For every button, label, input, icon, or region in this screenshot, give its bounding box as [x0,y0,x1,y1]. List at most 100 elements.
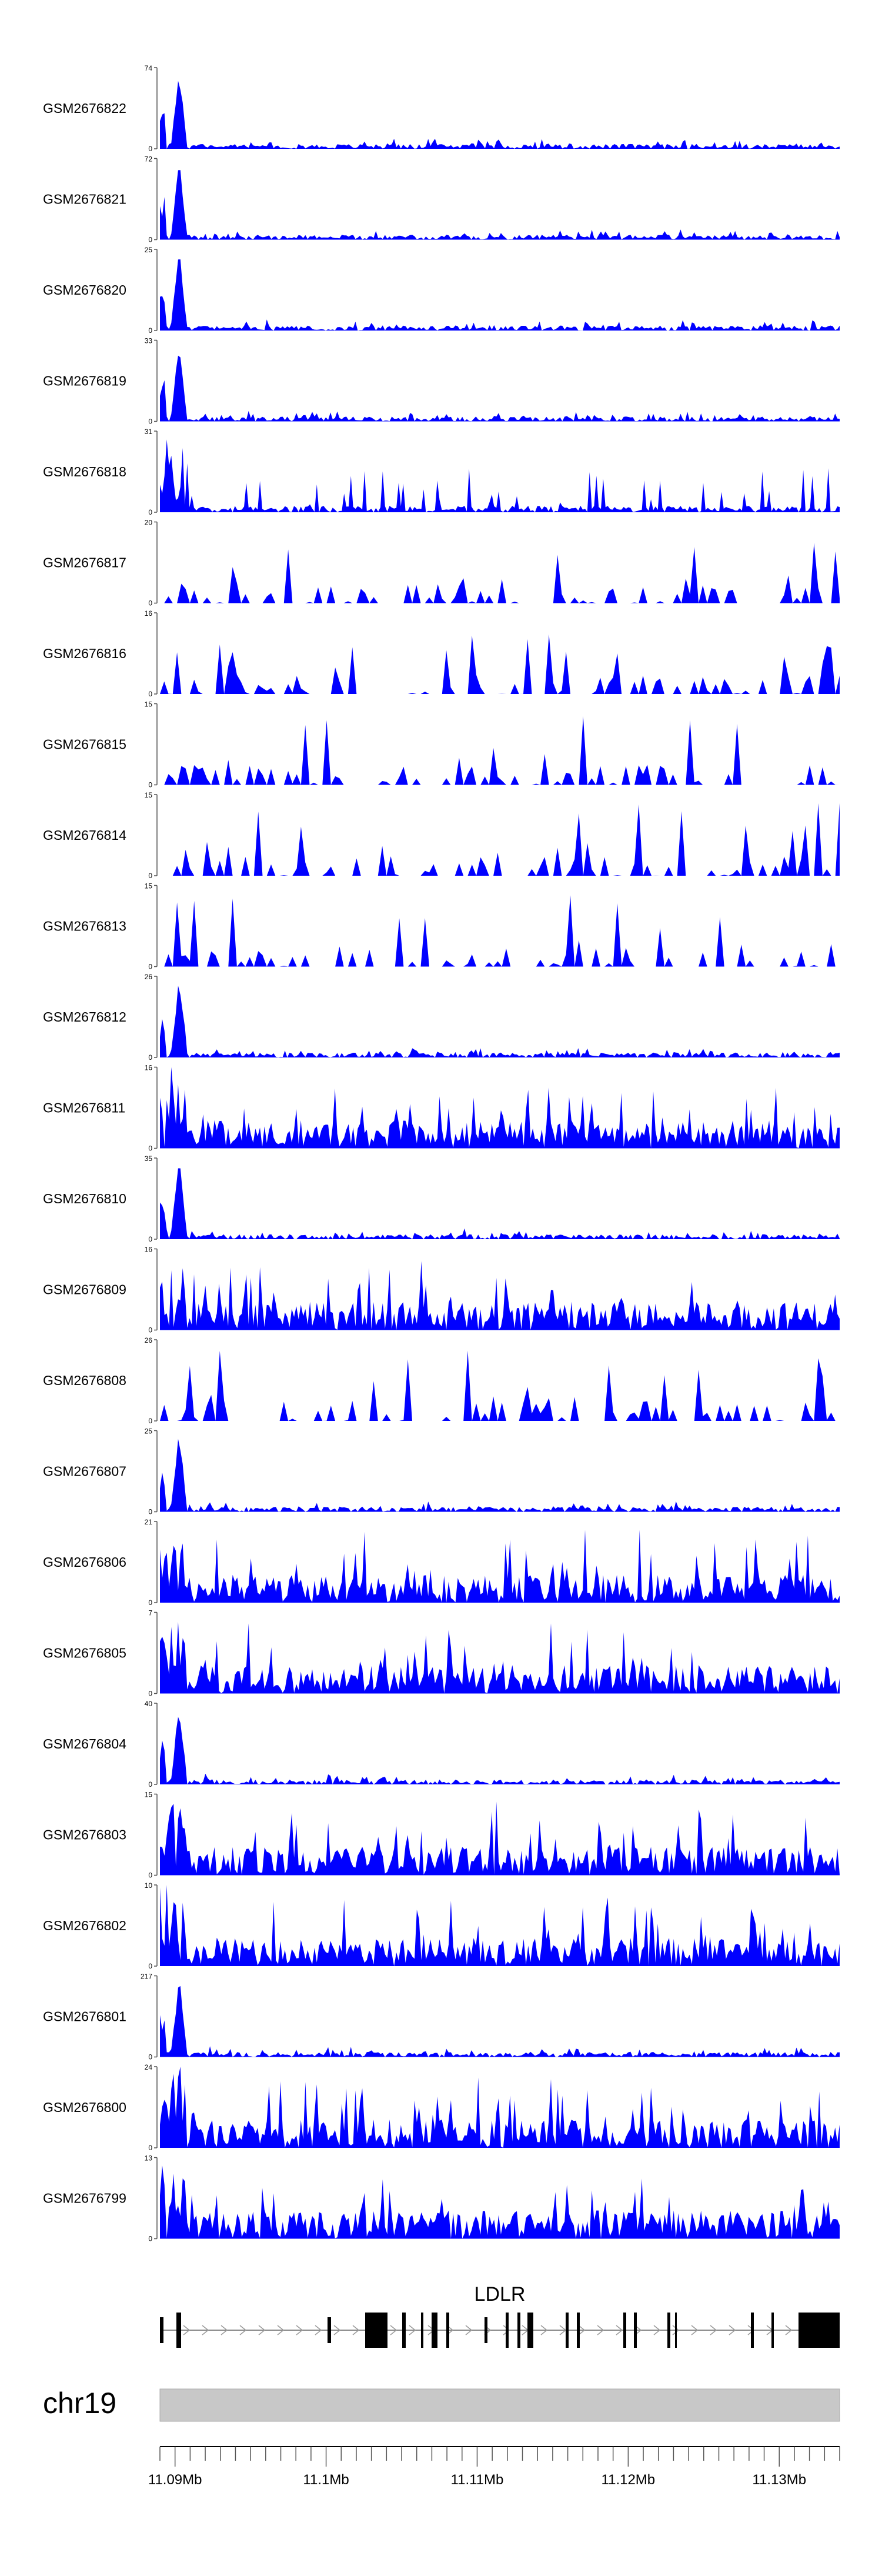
y-min-label: 0 [148,963,152,971]
signal-area [160,1439,840,1512]
signal-area [160,439,840,512]
y-max-label: 15 [145,791,153,799]
track-label: GSM2676817 [43,555,126,570]
y-min-label: 0 [148,508,152,516]
signal-area [160,81,840,149]
signal-area [160,2067,840,2148]
track-label: GSM2676806 [43,1554,126,1570]
signal-area [160,1621,840,1694]
exon [623,2313,626,2348]
exon [517,2313,520,2348]
exon [799,2313,840,2348]
y-min-label: 0 [148,2144,152,2152]
y-min-label: 0 [148,1508,152,1516]
strand-arrow [296,2325,303,2335]
gene-track: LDLR [160,2283,840,2348]
track-label: GSM2676805 [43,1646,126,1661]
y-max-label: 25 [145,246,153,254]
signal-area [160,355,840,422]
gene-name-label: LDLR [475,2283,526,2305]
y-max-label: 33 [145,337,153,345]
track-label: GSM2676799 [43,2191,126,2206]
signal-area [160,1885,840,1966]
y-min-label: 0 [148,326,152,335]
strand-arrow [503,2325,510,2335]
strand-arrow [653,2325,661,2335]
exon [176,2313,181,2348]
strand-arrow [465,2325,473,2335]
track-GSM2676807: GSM2676807 25 0 [43,1427,840,1516]
track-GSM2676811: GSM2676811 16 0 [43,1064,840,1153]
x-tick-label: 11.12Mb [602,2472,656,2488]
signal-area [160,1717,840,1784]
signal-area [160,259,840,331]
exon [667,2313,670,2348]
signal-area [160,1168,840,1239]
track-GSM2676813: GSM2676813 15 0 [43,882,840,971]
signal-area [160,543,840,603]
y-max-label: 35 [145,1154,153,1163]
exon [634,2313,637,2348]
y-max-label: 15 [145,1791,153,1799]
y-max-label: 217 [141,1973,152,1981]
track-GSM2676817: GSM2676817 20 0 [43,519,840,608]
chromosome-label: chr19 [43,2387,116,2420]
exon [432,2313,437,2348]
exon [506,2313,509,2348]
track-GSM2676810: GSM2676810 35 0 [43,1154,840,1243]
strand-arrow [390,2325,397,2335]
track-label: GSM2676813 [43,919,126,934]
y-min-label: 0 [148,1871,152,1880]
strand-arrow [634,2325,642,2335]
exon [566,2313,569,2348]
track-GSM2676805: GSM2676805 7 0 [43,1609,840,1698]
strand-arrow [578,2325,586,2335]
strand-arrow [672,2325,680,2335]
strand-arrow [220,2325,228,2335]
y-min-label: 0 [148,599,152,608]
signal-area [160,1986,840,2057]
signal-area [160,1530,840,1603]
strand-arrow [258,2325,266,2335]
exon [328,2317,331,2343]
strand-arrow [239,2325,247,2335]
track-GSM2676818: GSM2676818 31 0 [43,428,840,516]
track-GSM2676801: GSM2676801 217 0 [43,1973,840,2061]
y-max-label: 13 [145,2154,153,2163]
y-min-label: 0 [148,2053,152,2061]
track-label: GSM2676801 [43,2009,126,2024]
track-GSM2676822: GSM2676822 74 0 [43,64,840,153]
strand-arrow [352,2325,360,2335]
y-max-label: 16 [145,1064,153,1072]
y-min-label: 0 [148,1417,152,1425]
y-max-label: 21 [145,1518,153,1526]
track-label: GSM2676822 [43,101,126,116]
signal-area [160,1350,840,1421]
signal-area [160,986,840,1057]
x-tick-label: 11.1Mb [303,2472,349,2488]
exon [485,2317,487,2343]
x-tick-label: 11.11Mb [451,2472,504,2488]
track-GSM2676815: GSM2676815 15 0 [43,700,840,789]
y-max-label: 20 [145,519,153,527]
strand-arrow [729,2325,736,2335]
track-label: GSM2676821 [43,192,126,207]
track-GSM2676819: GSM2676819 33 0 [43,337,840,426]
track-label: GSM2676803 [43,1827,126,1843]
strand-arrow [277,2325,285,2335]
y-max-label: 72 [145,155,153,163]
y-min-label: 0 [148,781,152,789]
y-min-label: 0 [148,1599,152,1607]
y-max-label: 16 [145,1246,153,1254]
signal-area [160,1067,840,1149]
track-GSM2676809: GSM2676809 16 0 [43,1246,840,1334]
exon [577,2313,580,2348]
y-min-label: 0 [148,236,152,244]
strand-arrow [315,2325,322,2335]
y-max-label: 7 [148,1609,152,1617]
ideogram-band [159,2388,840,2422]
track-GSM2676812: GSM2676812 26 0 [43,973,840,1062]
y-min-label: 0 [148,1690,152,1698]
y-min-label: 0 [148,1144,152,1153]
track-GSM2676803: GSM2676803 15 0 [43,1791,840,1880]
